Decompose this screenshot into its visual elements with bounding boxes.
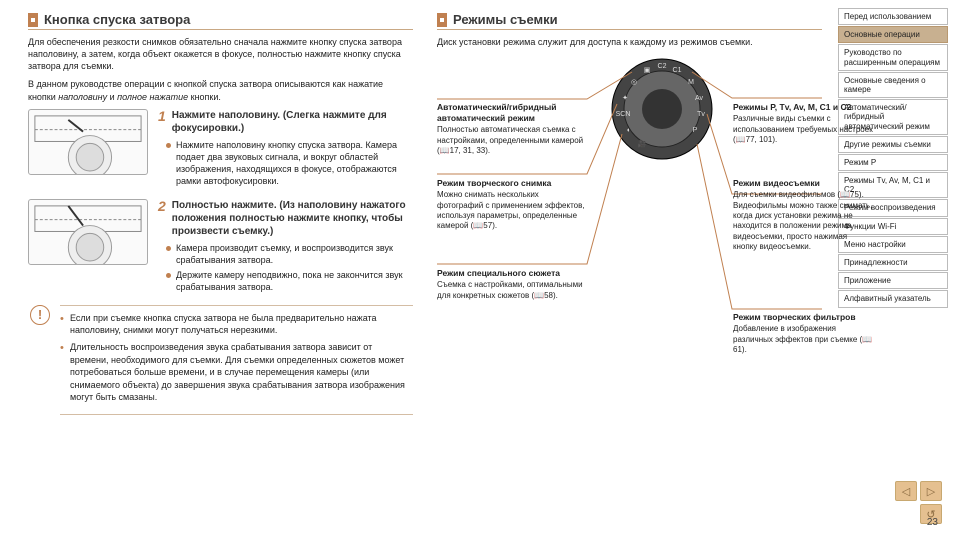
bullet: Нажмите наполовину кнопку спуска затвора…: [166, 139, 413, 188]
sidebar-item-6[interactable]: Режим P: [838, 154, 948, 171]
callout-body: Добавление в изображения различных эффек…: [733, 324, 872, 354]
sidebar-item-1[interactable]: Основные операции: [838, 26, 948, 43]
sidebar-item-2[interactable]: Руководство по расширенным операциям: [838, 44, 948, 70]
callout-title: Режим видеосъемки: [733, 178, 873, 189]
step-1-bullets: Нажмите наполовину кнопку спуска затвора…: [158, 139, 413, 188]
next-page-button[interactable]: ▷: [920, 481, 942, 501]
warning-icon: !: [30, 305, 50, 325]
modes-intro: Диск установки режима служит для доступа…: [437, 36, 822, 48]
svg-text:C1: C1: [673, 67, 682, 74]
illustration-half-press: [28, 109, 148, 175]
svg-text:P: P: [693, 127, 698, 134]
step-title-text: Нажмите наполовину. (Слегка нажмите для …: [172, 109, 413, 135]
mode-dial-diagram: C2 C1 M Av Tv P ▣ ◎ ✦ SCN ◐ 🎥: [437, 54, 822, 354]
step-2: 2Полностью нажмите. (Из наполовину нажат…: [28, 199, 413, 295]
svg-text:Tv: Tv: [697, 111, 705, 118]
callout-movie: Режим видеосъемки Для съемки видеофильмо…: [733, 178, 873, 252]
warning-item: Длительность воспроизведения звука сраба…: [60, 341, 413, 404]
intro-para-1: Для обеспечения резкости снимков обязате…: [28, 36, 413, 72]
step-2-bullets: Камера производит съемку, и воспроизводи…: [158, 242, 413, 293]
section-header-shutter: Кнопка спуска затвора: [28, 12, 413, 30]
sidebar-item-13[interactable]: Алфавитный указатель: [838, 290, 948, 307]
header-mark-icon: [28, 13, 38, 27]
header-mark-icon: [437, 13, 447, 27]
sidebar-item-3[interactable]: Основные сведения о камере: [838, 72, 948, 98]
step-number: 1: [158, 109, 166, 135]
illustration-full-press: [28, 199, 148, 265]
intro-para-2: В данном руководстве операции с кнопкой …: [28, 78, 413, 102]
warning-block: ! Если при съемке кнопка спуска затвора …: [28, 305, 413, 415]
callout-title: Автоматический/гибридный автоматический …: [437, 102, 587, 124]
section-header-modes: Режимы съемки: [437, 12, 822, 30]
bullet: Держите камеру неподвижно, пока не закон…: [166, 269, 413, 293]
right-column: Режимы съемки Диск установки режима служ…: [437, 12, 822, 534]
callout-body: Для съемки видеофильмов (📖75). Видеофиль…: [733, 190, 872, 251]
svg-text:C2: C2: [658, 63, 667, 70]
bullet: Камера производит съемку, и воспроизводи…: [166, 242, 413, 266]
callout-body: Различные виды съемки с использованием т…: [733, 114, 873, 144]
callout-scn: Режим специального сюжета Съемка с настр…: [437, 268, 587, 301]
svg-text:◎: ◎: [631, 79, 637, 86]
step-title-text: Полностью нажмите. (Из наполовину нажато…: [172, 199, 413, 238]
step-1: 1Нажмите наполовину. (Слегка нажмите для…: [28, 109, 413, 190]
mode-dial-icon: C2 C1 M Av Tv P ▣ ◎ ✦ SCN ◐ 🎥: [607, 54, 717, 164]
step-number: 2: [158, 199, 166, 238]
sidebar-item-0[interactable]: Перед использованием: [838, 8, 948, 25]
page-number: 23: [927, 517, 938, 528]
prev-page-button[interactable]: ◁: [895, 481, 917, 501]
heading-shutter: Кнопка спуска затвора: [44, 12, 190, 27]
svg-text:◐: ◐: [627, 127, 631, 134]
svg-text:🎥: 🎥: [638, 139, 647, 148]
svg-text:M: M: [688, 79, 694, 86]
svg-text:SCN: SCN: [616, 111, 631, 118]
svg-text:▣: ▣: [644, 67, 651, 74]
svg-text:✦: ✦: [622, 94, 628, 102]
sidebar-item-11[interactable]: Принадлежности: [838, 254, 948, 271]
heading-modes: Режимы съемки: [453, 12, 558, 27]
callout-creative: Режим творческого снимка Можно снимать н…: [437, 178, 587, 232]
svg-text:Av: Av: [695, 95, 704, 102]
callout-title: Режим творческого снимка: [437, 178, 587, 189]
callout-body: Съемка с настройками, оптимальными для к…: [437, 280, 583, 299]
sidebar-nav: Перед использованиемОсновные операцииРук…: [838, 0, 954, 534]
left-column: Кнопка спуска затвора Для обеспечения ре…: [28, 12, 413, 534]
warning-item: Если при съемке кнопка спуска затвора не…: [60, 312, 413, 337]
callout-body: Можно снимать нескольких фотографий с пр…: [437, 190, 585, 230]
callout-ptv: Режимы P, Tv, Av, M, C1 и C2 Различные в…: [733, 102, 873, 145]
callout-title: Режим специального сюжета: [437, 268, 587, 279]
callout-filters: Режим творческих фильтров Добавление в и…: [733, 312, 873, 355]
callout-body: Полностью автоматическая съемка с настро…: [437, 125, 583, 155]
sidebar-item-12[interactable]: Приложение: [838, 272, 948, 289]
callout-title: Режим творческих фильтров: [733, 312, 873, 323]
callout-auto: Автоматический/гибридный автоматический …: [437, 102, 587, 156]
callout-title: Режимы P, Tv, Av, M, C1 и C2: [733, 102, 873, 113]
